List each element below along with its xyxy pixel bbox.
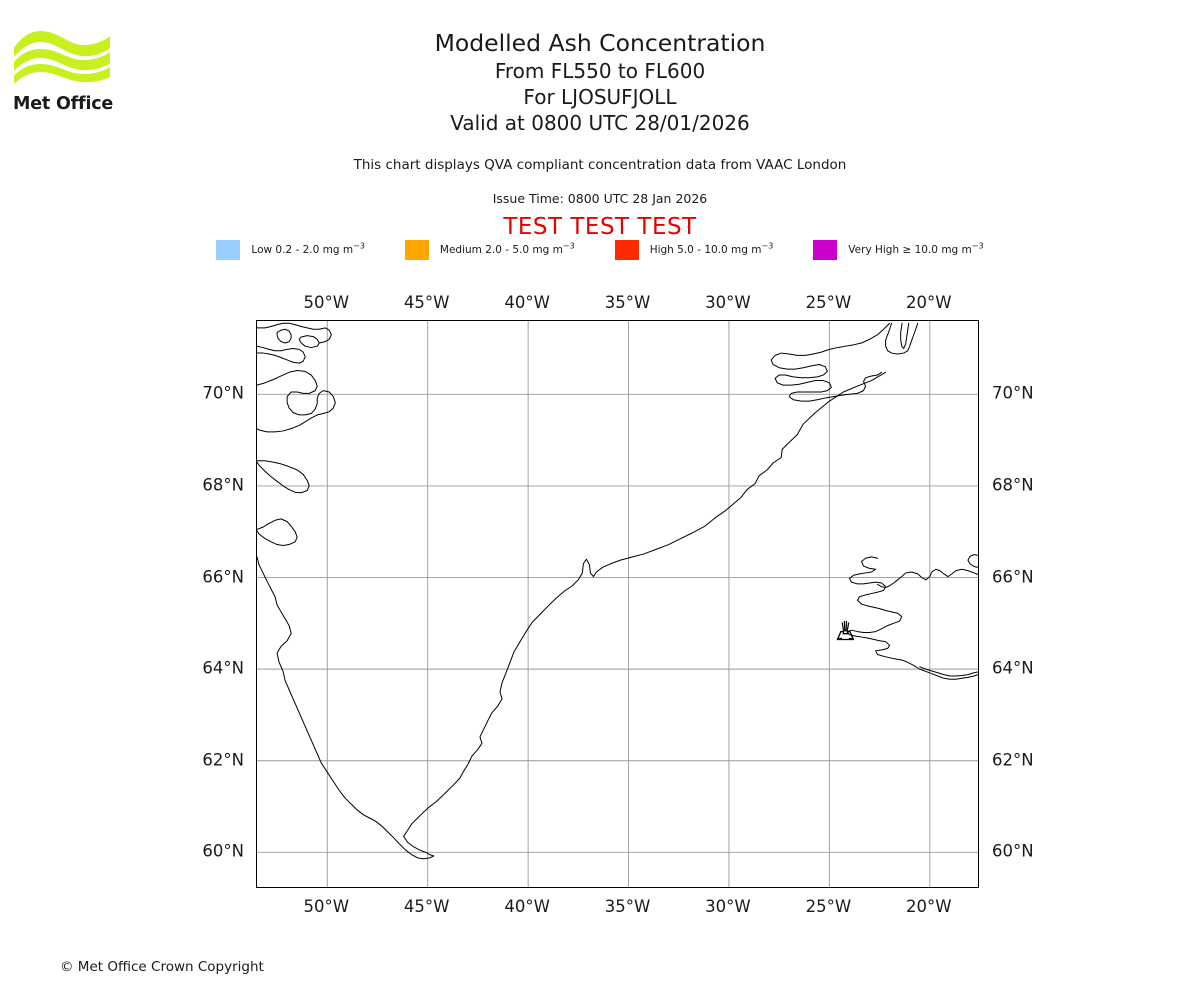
legend-swatch-very-high xyxy=(813,240,838,260)
test-banner: TEST TEST TEST xyxy=(503,214,697,240)
valid-time-subtitle: Valid at 0800 UTC 28/01/2026 xyxy=(450,111,750,135)
coastline-greenland-nw-isl2 xyxy=(298,335,320,349)
coastline-greenland-nw xyxy=(257,518,298,546)
coastline-iceland-ne-top xyxy=(967,554,978,568)
map-frame xyxy=(256,320,979,888)
coastline-greenland-nw-isl1 xyxy=(276,328,292,344)
legend-label-very-high: Very High ≥ 10.0 mg m−3 xyxy=(848,241,984,256)
volcano-subtitle: For LJOSUFJOLL xyxy=(523,85,677,109)
legend-swatch-high xyxy=(614,240,639,260)
map-plot-area: 50°W 50°W 45°W 45°W 40°W 40°W 35°W 35°W 30°W 30°W… xyxy=(202,293,1033,916)
lat-tick-left-68°N: 68°N xyxy=(202,475,244,495)
lon-tick-top-50°W: 50°W xyxy=(303,293,350,312)
coastline-iceland-main xyxy=(846,556,978,680)
lat-tick-right-66°N: 66°N xyxy=(992,567,1034,587)
lon-tick-bottom-50°W: 50°W xyxy=(303,897,350,916)
lon-tick-top-30°W: 30°W xyxy=(705,293,751,312)
lon-tick-bottom-40°W: 40°W xyxy=(504,897,550,916)
lon-tick-bottom-35°W: 35°W xyxy=(604,897,651,916)
coastline-greenland-w-fjord xyxy=(257,460,310,494)
coastline-iceland-se-coast xyxy=(919,666,978,677)
legend-item-medium: Medium 2.0 - 5.0 mg m−3 xyxy=(404,240,615,260)
lon-tick-bottom-45°W: 45°W xyxy=(403,897,450,916)
map-markers xyxy=(836,620,855,641)
coastline-greenland-nw-bay xyxy=(257,345,306,364)
lat-tick-left-70°N: 70°N xyxy=(202,383,244,403)
legend-item-very-high: Very High ≥ 10.0 mg m−3 xyxy=(813,240,984,260)
legend-label-low: Low 0.2 - 2.0 mg m−3 xyxy=(251,241,365,256)
lat-tick-left-62°N: 62°N xyxy=(202,750,244,770)
coastline-greenland-ne-tip xyxy=(885,322,919,355)
legend-item-low: Low 0.2 - 2.0 mg m−3 xyxy=(216,240,404,260)
volcano-marker xyxy=(836,620,855,641)
lat-tick-left-66°N: 66°N xyxy=(202,567,244,587)
legend-label-high: High 5.0 - 10.0 mg m−3 xyxy=(649,241,774,256)
lat-tick-right-70°N: 70°N xyxy=(992,383,1034,403)
lat-tick-right-60°N: 60°N xyxy=(992,841,1034,861)
issue-time-text: Issue Time: 0800 UTC 28 Jan 2026 xyxy=(492,191,708,206)
coastline-greenland-main xyxy=(257,371,887,860)
lat-tick-right-62°N: 62°N xyxy=(992,750,1034,770)
lon-tick-bottom-30°W: 30°W xyxy=(705,897,751,916)
copyright-text: © Met Office Crown Copyright xyxy=(60,959,264,975)
legend-swatch-low xyxy=(216,240,241,260)
met-office-logo: Met Office xyxy=(12,22,127,117)
lat-tick-right-64°N: 64°N xyxy=(992,658,1034,678)
map-canvas xyxy=(257,321,978,887)
legend-item-high: High 5.0 - 10.0 mg m−3 xyxy=(614,240,814,260)
lon-tick-top-40°W: 40°W xyxy=(504,293,550,312)
met-office-wordmark: Met Office xyxy=(13,94,114,114)
legend-swatch-medium xyxy=(404,240,429,260)
coastline-greenland-ne-notch xyxy=(900,322,910,349)
coastline-greenland-nw-coast xyxy=(257,322,332,344)
lon-tick-top-45°W: 45°W xyxy=(403,293,450,312)
coastline-greenland-ne-upper xyxy=(770,322,891,402)
map-gridlines xyxy=(257,321,978,887)
flight-level-subtitle: From FL550 to FL600 xyxy=(494,59,706,83)
concentration-legend: Low 0.2 - 2.0 mg m−3 Medium 2.0 - 5.0 mg… xyxy=(0,240,1200,260)
lat-tick-right-68°N: 68°N xyxy=(992,475,1034,495)
map-coastlines xyxy=(257,322,978,860)
lat-tick-left-60°N: 60°N xyxy=(202,841,244,861)
coastline-iceland-north xyxy=(877,568,978,589)
lon-tick-bottom-25°W: 25°W xyxy=(805,897,852,916)
chart-title-block: Modelled Ash Concentration From FL550 to… xyxy=(0,28,1200,136)
met-office-logo-mark xyxy=(14,30,110,84)
lon-tick-top-25°W: 25°W xyxy=(805,293,852,312)
coastline-greenland-w-upper xyxy=(257,369,336,433)
lon-tick-top-20°W: 20°W xyxy=(906,293,952,312)
qva-compliance-note: This chart displays QVA compliant concen… xyxy=(353,157,847,173)
lon-tick-bottom-20°W: 20°W xyxy=(906,897,952,916)
legend-label-medium: Medium 2.0 - 5.0 mg m−3 xyxy=(439,241,575,256)
lat-tick-left-64°N: 64°N xyxy=(202,658,244,678)
page-title: Modelled Ash Concentration xyxy=(434,29,766,57)
lon-tick-top-35°W: 35°W xyxy=(604,293,651,312)
